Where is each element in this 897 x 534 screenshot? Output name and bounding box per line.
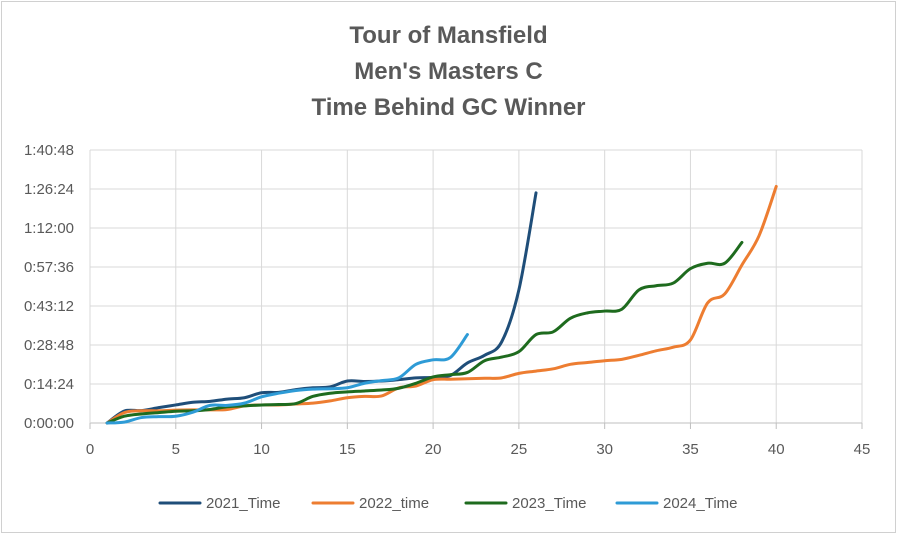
chart-title-line-1: Tour of Mansfield	[349, 22, 548, 49]
legend: 2021_Time 2022_time 2023_Time 2024_Time	[158, 495, 738, 512]
y-tick-label: 0:57:36	[24, 259, 74, 276]
axes: 0 5 10 15 20 25 30 35 40 45 0:00:00 0:14:24 0:28:48 0…	[24, 142, 870, 458]
x-tick-label: 15	[339, 441, 356, 458]
y-tick-label: 0:00:00	[24, 415, 74, 432]
x-tick-label: 45	[854, 441, 871, 458]
x-tick-label: 0	[86, 441, 94, 458]
legend-label: 2022_time	[359, 495, 429, 512]
chart-title: Tour of Mansfield Men's Masters C Time B…	[0, 18, 897, 126]
y-tick-label: 1:26:24	[24, 181, 74, 198]
legend-label: 2023_Time	[512, 495, 587, 512]
y-tick-label: 0:43:12	[24, 298, 74, 315]
legend-label: 2024_Time	[663, 495, 738, 512]
y-tick-label: 1:40:48	[24, 142, 74, 159]
series-lines	[105, 184, 778, 425]
x-tick-label: 25	[511, 441, 528, 458]
y-tick-label: 1:12:00	[24, 220, 74, 237]
x-tick-label: 40	[768, 441, 785, 458]
x-tick-label: 30	[596, 441, 613, 458]
series-line-2024-time	[105, 333, 469, 425]
x-tick-label: 5	[172, 441, 180, 458]
chart-title-line-3: Time Behind GC Winner	[311, 94, 586, 121]
y-tick-label: 0:14:24	[24, 376, 74, 393]
y-tick-label: 0:28:48	[24, 337, 74, 354]
series-line-2022-time	[105, 184, 778, 425]
x-tick-label: 35	[682, 441, 699, 458]
legend-label: 2021_Time	[206, 495, 281, 512]
x-tick-label: 20	[425, 441, 442, 458]
grid	[90, 149, 863, 423]
chart-title-line-2: Men's Masters C	[354, 58, 543, 85]
x-tick-label: 10	[253, 441, 270, 458]
series-line-2023-time	[105, 240, 744, 425]
